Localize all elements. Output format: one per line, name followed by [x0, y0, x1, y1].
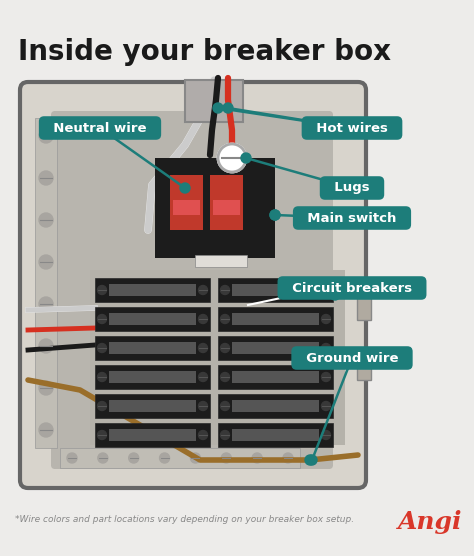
Circle shape — [39, 381, 53, 395]
Circle shape — [39, 129, 53, 143]
Bar — [95, 336, 210, 360]
Circle shape — [160, 453, 170, 463]
Circle shape — [221, 453, 231, 463]
Bar — [35, 118, 57, 448]
Bar — [210, 175, 243, 230]
Text: Main switch: Main switch — [298, 211, 406, 225]
Bar — [109, 371, 196, 383]
Circle shape — [199, 373, 208, 381]
Bar — [232, 400, 319, 412]
Circle shape — [199, 430, 208, 439]
Bar — [95, 307, 210, 331]
Circle shape — [220, 373, 229, 381]
Circle shape — [98, 285, 107, 295]
Text: Inside your breaker box: Inside your breaker box — [18, 38, 391, 66]
Circle shape — [191, 453, 201, 463]
Circle shape — [283, 453, 293, 463]
FancyBboxPatch shape — [20, 82, 366, 488]
Circle shape — [305, 455, 315, 465]
Circle shape — [321, 373, 330, 381]
Circle shape — [199, 285, 208, 295]
Text: Ground wire: Ground wire — [297, 351, 407, 365]
Bar — [155, 158, 275, 258]
Circle shape — [220, 344, 229, 353]
Circle shape — [39, 423, 53, 437]
Circle shape — [223, 103, 233, 113]
Circle shape — [67, 453, 77, 463]
Text: Angi: Angi — [398, 510, 462, 534]
Circle shape — [199, 401, 208, 410]
Circle shape — [321, 401, 330, 410]
Bar — [109, 400, 196, 412]
Circle shape — [330, 290, 340, 300]
Bar — [185, 80, 243, 122]
Circle shape — [270, 210, 280, 220]
Circle shape — [98, 430, 107, 439]
Text: Circuit breakers: Circuit breakers — [283, 281, 421, 295]
Circle shape — [321, 285, 330, 295]
Bar — [95, 278, 210, 302]
Bar — [95, 365, 210, 389]
Bar — [170, 175, 203, 230]
Circle shape — [252, 453, 262, 463]
Bar — [218, 423, 333, 447]
Bar — [95, 423, 210, 447]
Bar — [218, 307, 333, 331]
Bar — [109, 313, 196, 325]
Circle shape — [199, 315, 208, 324]
Text: Lugs: Lugs — [325, 181, 379, 195]
Circle shape — [307, 455, 317, 465]
Circle shape — [39, 171, 53, 185]
Circle shape — [98, 453, 108, 463]
Bar — [109, 429, 196, 441]
FancyBboxPatch shape — [51, 111, 333, 469]
Circle shape — [199, 344, 208, 353]
Circle shape — [180, 183, 190, 193]
Circle shape — [98, 344, 107, 353]
Bar — [109, 342, 196, 354]
Bar — [109, 284, 196, 296]
Circle shape — [220, 285, 229, 295]
Circle shape — [218, 144, 246, 172]
Text: *Wire colors and part locations vary depending on your breaker box setup.: *Wire colors and part locations vary dep… — [15, 515, 354, 524]
Bar — [232, 284, 319, 296]
Bar — [357, 290, 371, 320]
Bar — [195, 255, 247, 267]
Text: Neutral wire: Neutral wire — [44, 122, 156, 135]
Bar — [232, 313, 319, 325]
Bar — [218, 336, 333, 360]
Text: Hot wires: Hot wires — [307, 122, 397, 135]
Circle shape — [270, 210, 280, 220]
Circle shape — [98, 315, 107, 324]
Bar — [232, 342, 319, 354]
Circle shape — [321, 430, 330, 439]
Circle shape — [220, 401, 229, 410]
Bar — [232, 371, 319, 383]
Circle shape — [39, 297, 53, 311]
Circle shape — [321, 344, 330, 353]
Circle shape — [39, 213, 53, 227]
Bar — [218, 365, 333, 389]
Circle shape — [98, 401, 107, 410]
Circle shape — [321, 315, 330, 324]
Circle shape — [241, 153, 251, 163]
Bar — [90, 270, 345, 445]
Circle shape — [39, 255, 53, 269]
Circle shape — [220, 315, 229, 324]
Circle shape — [98, 373, 107, 381]
Circle shape — [213, 103, 223, 113]
Bar — [173, 200, 200, 215]
Bar — [218, 278, 333, 302]
Bar — [95, 394, 210, 418]
Bar — [213, 200, 240, 215]
Bar — [60, 448, 300, 468]
Bar — [357, 350, 371, 380]
Circle shape — [39, 339, 53, 353]
Circle shape — [220, 430, 229, 439]
Bar — [232, 429, 319, 441]
Circle shape — [129, 453, 139, 463]
Bar — [218, 394, 333, 418]
